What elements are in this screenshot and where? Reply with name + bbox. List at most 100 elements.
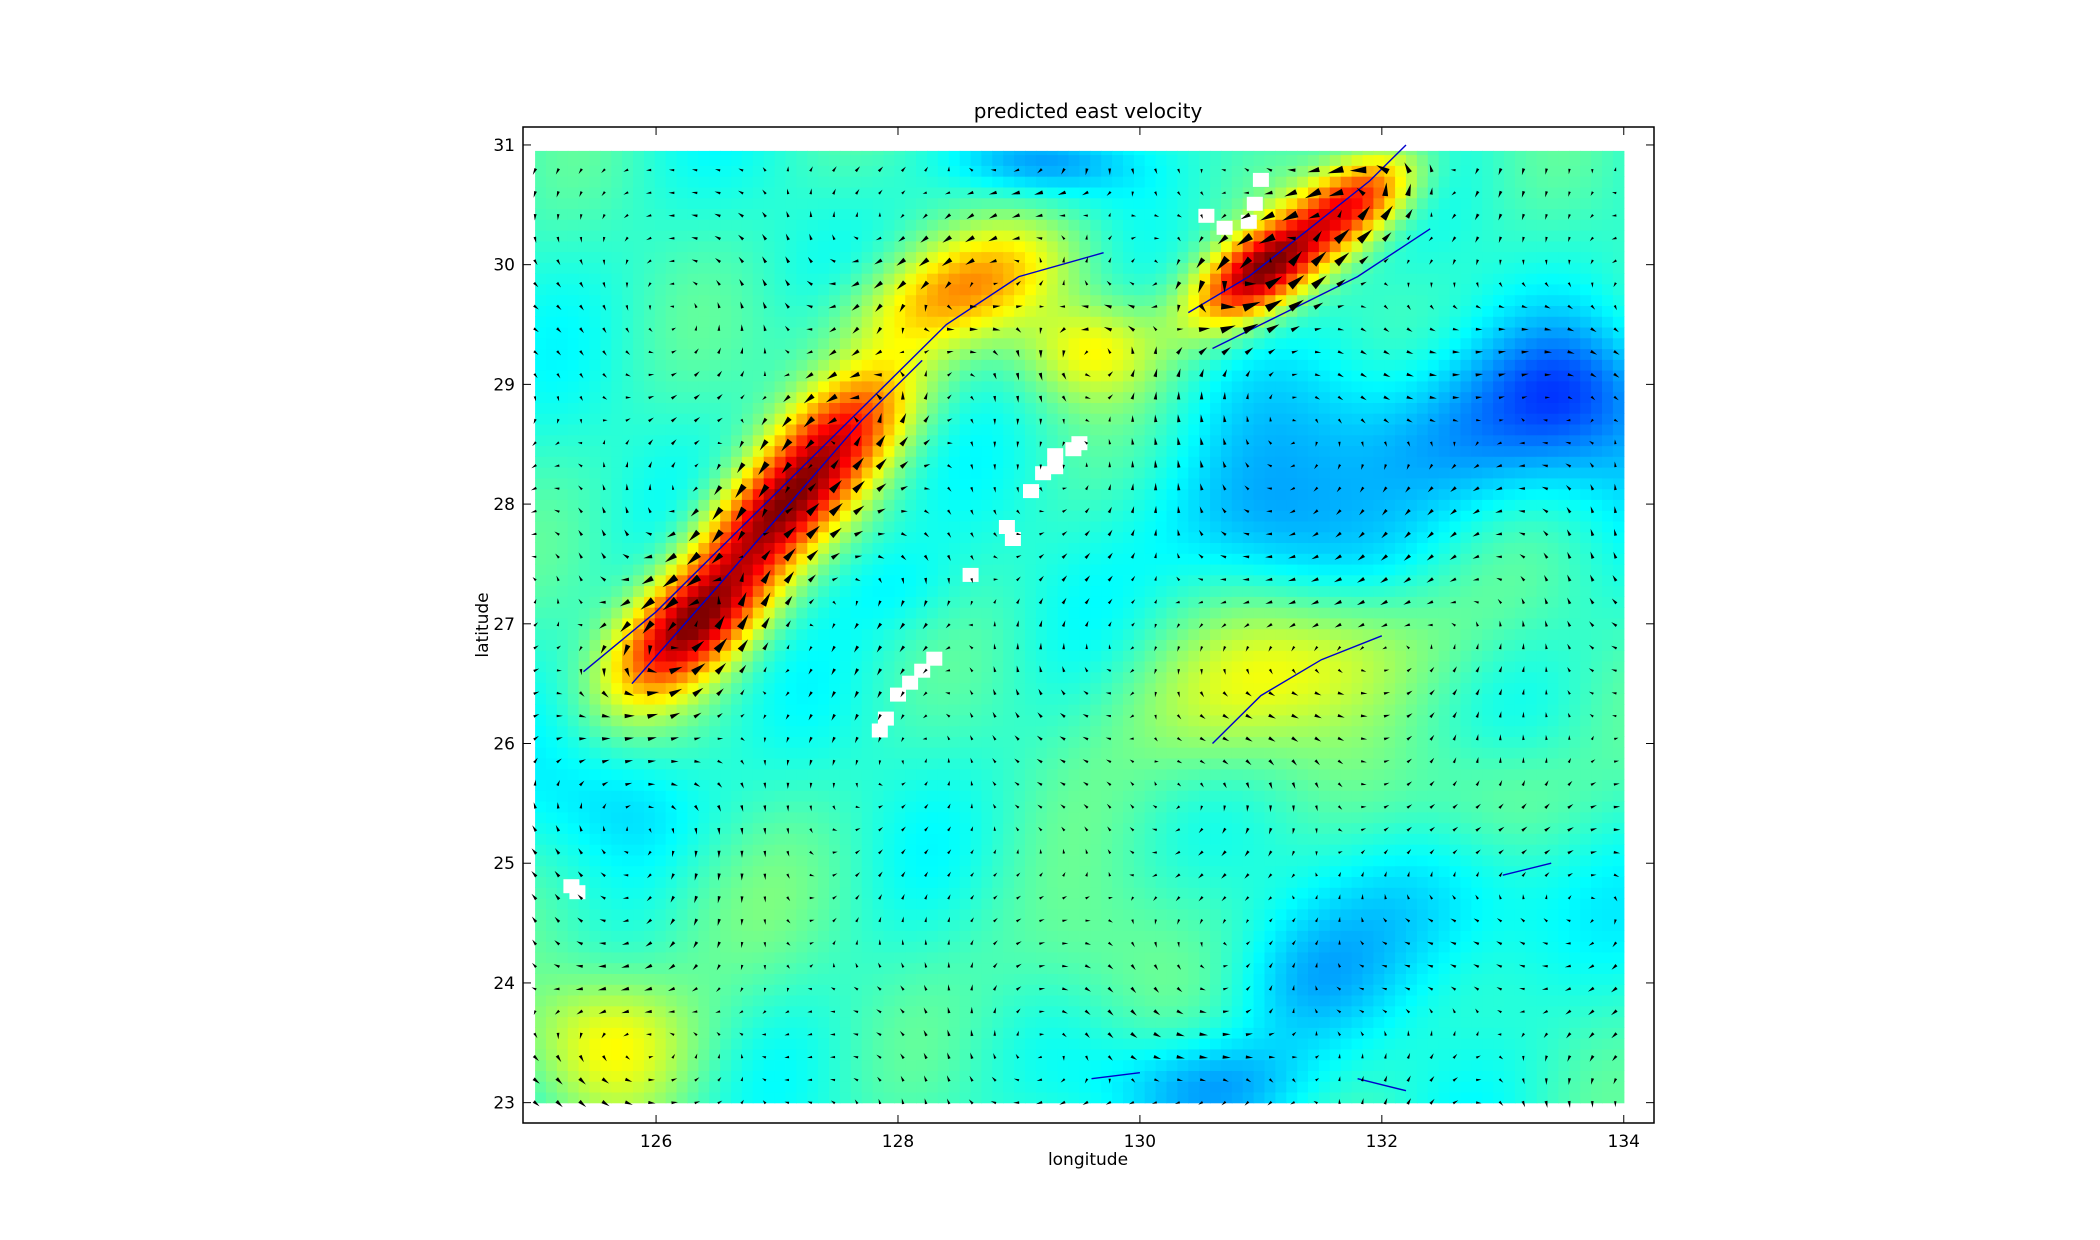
heatmap-cell xyxy=(785,370,797,382)
heatmap-cell xyxy=(763,973,776,985)
heatmap-cell xyxy=(785,833,797,845)
heatmap-cell xyxy=(937,833,950,845)
heatmap-cell xyxy=(1112,801,1124,813)
heatmap-cell xyxy=(818,617,830,630)
heatmap-cell xyxy=(731,801,743,813)
heatmap-cell xyxy=(839,822,852,834)
heatmap-cell xyxy=(1046,801,1059,813)
heatmap-cell xyxy=(1035,747,1048,759)
heatmap-cell xyxy=(731,854,743,867)
heatmap-cell xyxy=(589,1091,601,1104)
heatmap-cell xyxy=(622,326,634,339)
heatmap-cell xyxy=(1133,337,1146,350)
heatmap-cell xyxy=(774,262,787,274)
heatmap-cell xyxy=(970,1081,983,1093)
heatmap-cell xyxy=(785,908,797,921)
heatmap-cell xyxy=(1046,682,1059,694)
heatmap-cell xyxy=(916,1016,928,1028)
heatmap-cell xyxy=(676,240,689,253)
heatmap-cell xyxy=(872,563,885,576)
heatmap-cell xyxy=(970,962,983,974)
heatmap-cell xyxy=(774,962,787,974)
heatmap-cell xyxy=(589,897,601,910)
heatmap-cell xyxy=(807,1070,819,1082)
heatmap-cell xyxy=(633,186,645,199)
heatmap-cell xyxy=(1025,359,1037,371)
heatmap-cell xyxy=(937,150,950,156)
heatmap-cell xyxy=(872,337,885,350)
heatmap-cell xyxy=(785,585,797,597)
heatmap-cell xyxy=(741,208,754,220)
heatmap-cell xyxy=(981,434,993,447)
heatmap-cell xyxy=(861,844,874,856)
heatmap-cell xyxy=(763,563,776,576)
heatmap-cell xyxy=(1133,1038,1146,1050)
heatmap-cell xyxy=(578,962,591,974)
heatmap-cell xyxy=(1003,186,1015,199)
heatmap-cell xyxy=(741,520,754,533)
heatmap-cell xyxy=(578,736,591,748)
heatmap-cell xyxy=(970,1070,983,1082)
heatmap-cell xyxy=(676,1081,689,1093)
heatmap-cell xyxy=(981,962,993,974)
heatmap-cell xyxy=(1014,1005,1026,1018)
heatmap-cell xyxy=(818,434,830,447)
heatmap-cell xyxy=(807,1048,819,1061)
heatmap-cell xyxy=(752,876,765,888)
heatmap-cell xyxy=(818,445,830,457)
heatmap-cell xyxy=(807,833,819,845)
heatmap-cell xyxy=(1123,1048,1135,1061)
heatmap-cell xyxy=(981,402,993,414)
heatmap-cell xyxy=(970,456,983,468)
heatmap-cell xyxy=(1123,607,1135,619)
heatmap-cell xyxy=(589,693,601,705)
heatmap-cell xyxy=(1046,887,1059,899)
heatmap-cell xyxy=(589,445,601,457)
heatmap-cell xyxy=(1014,359,1026,371)
heatmap-cell xyxy=(589,186,601,199)
heatmap-cell xyxy=(818,1081,830,1093)
heatmap-cell xyxy=(1068,596,1080,608)
heatmap-cell xyxy=(829,585,841,597)
heatmap-cell xyxy=(937,962,950,974)
heatmap-cell xyxy=(763,747,776,759)
heatmap-cell xyxy=(556,176,569,188)
heatmap-cell xyxy=(894,186,906,199)
heatmap-cell xyxy=(839,542,852,554)
heatmap-cell xyxy=(589,348,601,360)
heatmap-cell xyxy=(807,176,819,188)
heatmap-cell xyxy=(567,650,580,662)
heatmap-cell xyxy=(676,262,689,274)
heatmap-cell xyxy=(970,876,983,888)
heatmap-cell xyxy=(1101,930,1113,942)
heatmap-cell xyxy=(850,467,863,479)
heatmap-cell xyxy=(818,488,830,500)
heatmap-cell xyxy=(872,973,885,985)
heatmap-cell xyxy=(1112,962,1124,974)
heatmap-cell xyxy=(698,844,710,856)
heatmap-cell xyxy=(850,1091,863,1104)
heatmap-cell xyxy=(633,736,645,748)
heatmap-cell xyxy=(741,467,754,479)
heatmap-cell xyxy=(992,951,1004,964)
heatmap-cell xyxy=(1079,510,1091,522)
heatmap-cell xyxy=(546,585,558,597)
heatmap-cell xyxy=(1112,240,1124,253)
heatmap-cell xyxy=(622,757,634,770)
heatmap-cell xyxy=(556,585,569,597)
heatmap-cell xyxy=(1046,617,1059,630)
heatmap-cell xyxy=(546,1016,558,1028)
heatmap-cell xyxy=(1090,251,1102,263)
heatmap-cell xyxy=(611,359,623,371)
heatmap-cell xyxy=(1112,294,1124,306)
heatmap-cell xyxy=(622,693,634,705)
heatmap-cell xyxy=(818,273,830,285)
heatmap-cell xyxy=(796,919,808,931)
heatmap-cell xyxy=(1079,574,1091,587)
heatmap-cell xyxy=(1101,801,1113,813)
heatmap-cell xyxy=(905,230,917,242)
heatmap-cell xyxy=(785,1091,797,1104)
heatmap-cell xyxy=(818,208,830,220)
heatmap-cell xyxy=(556,747,569,759)
heatmap-cell xyxy=(698,628,710,640)
